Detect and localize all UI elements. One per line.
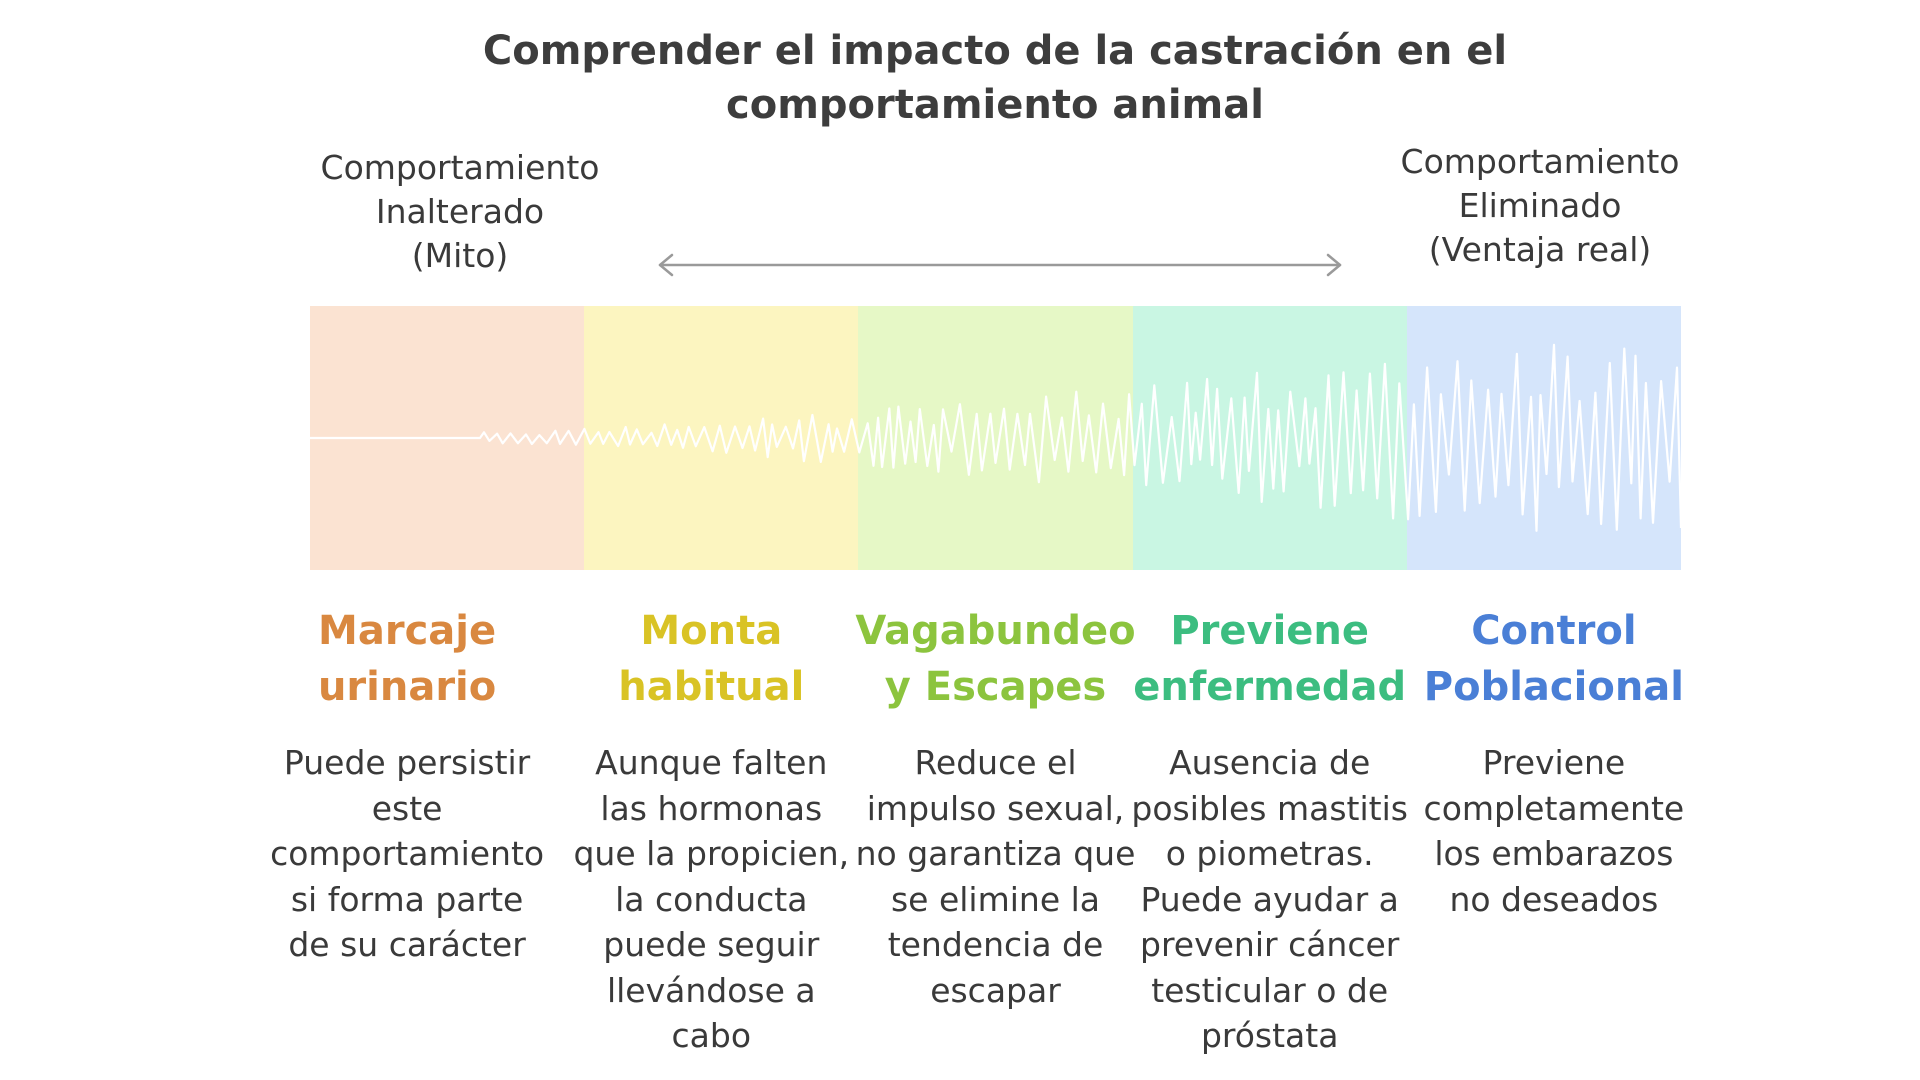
double-arrow-icon bbox=[658, 253, 1342, 277]
left-label-line-3: (Mito) bbox=[411, 236, 509, 275]
description-roaming: Reduce el impulso sexual, no garantiza q… bbox=[846, 740, 1146, 1013]
heading-line: Control bbox=[1471, 608, 1637, 654]
right-label-line-2: Eliminado bbox=[1458, 186, 1622, 225]
description-line: de su carácter bbox=[288, 925, 526, 964]
spectrum-left-label: Comportamiento Inalterado (Mito) bbox=[290, 146, 630, 278]
heading-roaming: Vagabundeo y Escapes bbox=[846, 603, 1146, 715]
description-line: los embarazos bbox=[1434, 834, 1674, 873]
description-line: o piometras. bbox=[1165, 834, 1374, 873]
spectrum-band bbox=[310, 306, 1682, 570]
description-mounting: Aunque falten las hormonas que la propic… bbox=[561, 740, 861, 1059]
description-disease-prevention: Ausencia de posibles mastitis o piometra… bbox=[1120, 740, 1420, 1059]
description-line: Reduce el bbox=[914, 743, 1077, 782]
description-line: completamente bbox=[1423, 788, 1685, 828]
heading-line: y Escapes bbox=[884, 664, 1107, 710]
description-line: tendencia de bbox=[887, 925, 1104, 964]
heading-population-control: Control Poblacional bbox=[1404, 603, 1704, 715]
description-line: puede seguir bbox=[603, 925, 820, 964]
description-population-control: Previene completamente los embarazos no … bbox=[1404, 740, 1704, 922]
right-label-line-1: Comportamiento bbox=[1400, 142, 1680, 181]
description-line: escapar bbox=[930, 970, 1061, 1010]
description-line: Aunque falten bbox=[595, 743, 828, 782]
diagram-title: Comprender el impacto de la castración e… bbox=[360, 24, 1630, 132]
description-line: la conducta bbox=[615, 879, 808, 919]
left-label-line-1: Comportamiento bbox=[320, 148, 600, 187]
description-line: testicular o de bbox=[1151, 970, 1389, 1010]
waveform-graphic bbox=[310, 343, 1681, 532]
heading-line: Previene bbox=[1170, 608, 1370, 654]
description-line: las hormonas bbox=[600, 788, 823, 828]
description-line: no garantiza que bbox=[855, 834, 1136, 873]
left-label-line-2: Inalterado bbox=[375, 192, 545, 231]
segment-mounting bbox=[584, 306, 859, 570]
description-urine-marking: Puede persistir este comportamiento si f… bbox=[257, 740, 557, 968]
heading-line: enfermedad bbox=[1133, 664, 1407, 710]
segment-roaming bbox=[858, 306, 1134, 570]
description-line: este bbox=[371, 788, 443, 828]
description-line: cabo bbox=[671, 1016, 752, 1055]
description-line: llevándose a bbox=[606, 970, 816, 1010]
description-line: posibles mastitis bbox=[1131, 788, 1408, 828]
description-line: no deseados bbox=[1449, 879, 1659, 919]
heading-line: Poblacional bbox=[1423, 664, 1684, 710]
description-line: prevenir cáncer bbox=[1140, 925, 1400, 964]
heading-line: Vagabundeo bbox=[855, 608, 1136, 654]
description-line: Ausencia de bbox=[1169, 743, 1371, 782]
right-label-line-3: (Ventaja real) bbox=[1428, 230, 1652, 269]
description-line: comportamiento bbox=[270, 834, 545, 873]
description-line: si forma parte bbox=[290, 879, 524, 919]
heading-line: urinario bbox=[317, 664, 497, 710]
heading-disease-prevention: Previene enfermedad bbox=[1120, 603, 1420, 715]
spectrum-right-label: Comportamiento Eliminado (Ventaja real) bbox=[1370, 140, 1710, 272]
description-line: Previene bbox=[1482, 743, 1626, 782]
description-line: se elimine la bbox=[890, 879, 1101, 919]
heading-line: Monta bbox=[640, 608, 783, 654]
heading-line: Marcaje bbox=[318, 608, 497, 654]
description-line: que la propicien, bbox=[573, 834, 850, 873]
heading-mounting: Monta habitual bbox=[561, 603, 861, 715]
title-line-2: comportamiento animal bbox=[726, 82, 1264, 128]
description-line: próstata bbox=[1200, 1016, 1339, 1055]
title-line-1: Comprender el impacto de la castración e… bbox=[482, 28, 1508, 74]
heading-line: habitual bbox=[618, 664, 805, 710]
heading-urine-marking: Marcaje urinario bbox=[257, 603, 557, 715]
description-line: Puede persistir bbox=[283, 743, 531, 782]
description-line: impulso sexual, bbox=[866, 788, 1125, 828]
description-line: Puede ayudar a bbox=[1140, 879, 1399, 919]
